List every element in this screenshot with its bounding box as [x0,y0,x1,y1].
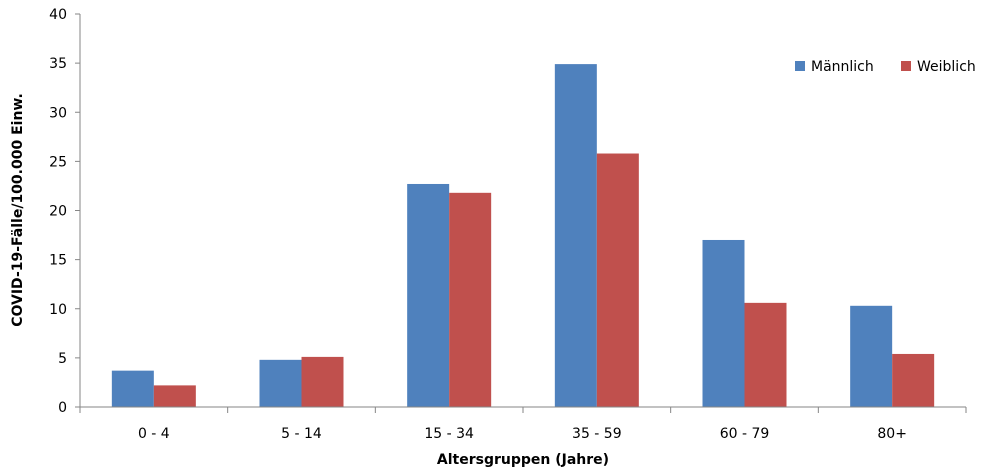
y-tick-label: 5 [58,351,67,367]
y-tick-label: 35 [49,56,67,72]
bar-series2-3 [596,153,639,407]
legend-swatch-1 [795,61,805,71]
y-tick-label: 20 [49,204,67,220]
bar-series1-0 [111,370,154,407]
y-axis-title: COVID-19-Fälle/100.000 Einw. [10,93,26,327]
y-tick-label: 10 [49,302,67,318]
bar-series2-0 [153,385,196,407]
x-tick-label: 15 - 34 [424,426,474,442]
x-tick-label: 0 - 4 [138,426,170,442]
y-tick-label: 40 [49,7,67,23]
x-tick-label: 5 - 14 [281,426,322,442]
y-tick-label: 15 [49,253,67,269]
legend-label-2: Weiblich [917,59,976,75]
x-tick-label: 35 - 59 [572,426,622,442]
x-axis-title: Altersgruppen (Jahre) [437,452,609,468]
legend-swatch-2 [901,61,911,71]
bar-series2-4 [744,302,787,407]
x-tick-label: 60 - 79 [720,426,770,442]
y-tick-label: 25 [49,154,67,170]
x-tick-label: 80+ [877,426,907,442]
bars-group [111,64,935,408]
bar-series1-3 [554,64,597,408]
bar-series2-5 [892,353,935,407]
bar-series1-1 [259,359,302,407]
legend-label-1: Männlich [811,59,874,75]
bar-series2-1 [301,356,344,407]
bar-series2-2 [449,192,492,407]
y-tick-label: 0 [58,400,67,416]
bar-series1-4 [702,239,745,407]
bar-series1-2 [407,183,450,407]
bar-series1-5 [850,305,893,407]
legend: Männlich Weiblich [795,59,976,75]
y-tick-labels: 0 5 10 15 20 25 30 35 40 [49,7,80,416]
y-tick-label: 30 [49,105,67,121]
x-tick-labels: 0 - 4 5 - 14 15 - 34 35 - 59 60 - 79 80+ [79,407,967,442]
